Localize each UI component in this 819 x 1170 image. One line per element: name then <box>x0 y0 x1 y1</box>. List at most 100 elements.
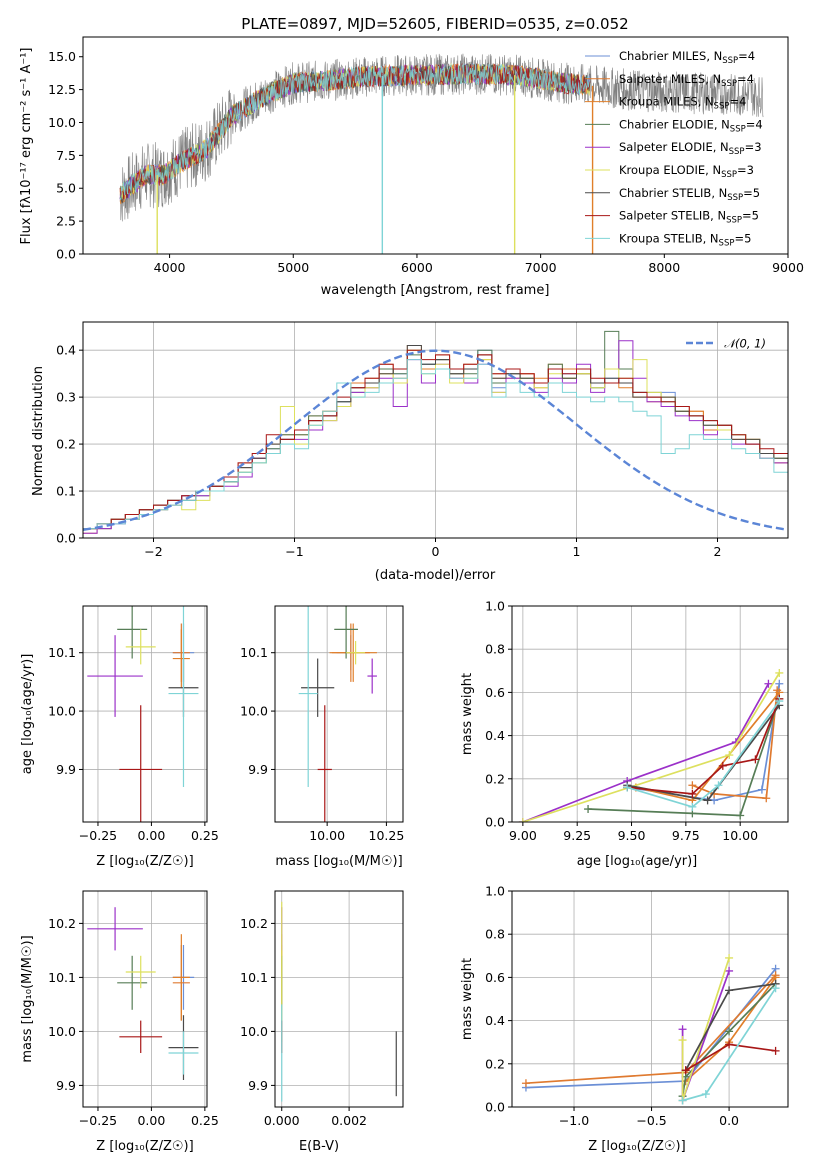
x-tick-label: 5000 <box>277 260 309 275</box>
legend-label-text: Chabrier MILES, N <box>619 49 722 63</box>
y-tick-label: 5.0 <box>56 181 76 196</box>
y-tick-label: 10.0 <box>48 1024 76 1039</box>
mwAge-line-1 <box>692 690 778 800</box>
mass-weight-vs-age-plot: 9.00 9.25 9.50 9.75 10.00 0.0 0.2 0.4 0.6 0.8 1.0 <box>485 599 789 843</box>
legend-label-sub: SSP <box>726 216 742 226</box>
y-tick-label: 0.6 <box>485 685 505 700</box>
y-tick-label: 1.0 <box>485 599 505 614</box>
y-tick-label: 10.1 <box>240 970 268 985</box>
mass-vs-extinction-plot: 0.000 0.002 9.9 10.0 10.1 10.2 <box>240 890 404 1128</box>
x-tick-label: −2 <box>144 544 162 559</box>
legend-label-sub: SSP <box>730 124 746 134</box>
mwZ-marker-4 <box>678 1025 687 1034</box>
mwAge-marker-8 <box>775 697 784 706</box>
residual-ylabel: Normed distribution <box>31 366 46 496</box>
massE-xlabel: E(B-V) <box>299 1139 339 1154</box>
axes-frame <box>511 890 789 1108</box>
x-tick-label: 0.25 <box>191 1113 219 1128</box>
mwZ-line-3 <box>681 983 777 1097</box>
y-tick-label: 0.0 <box>485 815 505 830</box>
y-tick-label: 0.3 <box>56 390 76 405</box>
plot-area <box>87 907 199 1080</box>
spectrum-ylabel-text: Flux [fλ10⁻¹⁷ erg cm⁻² s⁻¹ A⁻¹] <box>19 48 34 245</box>
x-tick-label: 1 <box>573 544 581 559</box>
legend-label-text: Salpeter ELODIE, N <box>619 140 729 154</box>
y-tick-label: 2.5 <box>56 214 76 229</box>
x-tick-label: 0.00 <box>137 828 165 843</box>
mwZ-marker-7 <box>681 1066 690 1075</box>
spectrum-ylabel: Flux [fλ10⁻¹⁷ erg cm⁻² s⁻¹ A⁻¹] <box>19 48 34 245</box>
y-tick-label: 0.0 <box>485 1100 505 1115</box>
legend-label-text: Kroupa STELIB, N <box>619 231 719 245</box>
y-tick-label: 10.1 <box>48 970 76 985</box>
legend-label-0: Chabrier MILES, NSSP=4 <box>619 49 755 66</box>
mwAge-marker-1 <box>762 794 771 803</box>
legend-label-3: Chabrier ELODIE, NSSP=4 <box>619 117 763 134</box>
mass-vs-metallicity-plot: −0.25 0.00 0.25 9.9 10.0 10.1 10.2 <box>48 890 219 1128</box>
legend-label-suffix: =4 <box>737 72 754 86</box>
mwZ-marker-7 <box>725 1040 734 1049</box>
mwZ-marker-5 <box>678 1036 687 1045</box>
y-tick-label: 10.0 <box>240 1024 268 1039</box>
mwZ-marker-8 <box>771 984 780 993</box>
mwAge-line-5 <box>522 672 781 822</box>
plot-area <box>518 668 784 822</box>
legend-label-suffix: =4 <box>746 117 763 131</box>
legend-label-sub: SSP <box>721 170 737 180</box>
mwAge-line-8 <box>626 700 780 808</box>
age-vs-metallicity-plot: −0.25 0.00 0.25 9.9 10.0 10.1 <box>48 605 219 843</box>
x-tick-label: 2 <box>714 544 722 559</box>
x-tick-label: 0 <box>432 544 440 559</box>
y-tick-label: 0.2 <box>485 1056 505 1071</box>
spectrum-title: PLATE=0897, MJD=52605, FIBERID=0535, z=0… <box>241 15 628 33</box>
legend-label-text: Kroupa MILES, N <box>619 95 714 109</box>
mwZ-xlabel: Z [log₁₀(Z/Z☉)] <box>588 1139 685 1154</box>
y-tick-label: 7.5 <box>56 148 76 163</box>
legend-label-text: Salpeter MILES, N <box>619 72 721 86</box>
mass-weight-vs-metallicity-plot: −1.0 −0.5 0.0 0.0 0.2 0.4 0.6 0.8 1.0 <box>485 884 789 1128</box>
massZ-xlabel: Z [log₁₀(Z/Z☉)] <box>96 1139 193 1154</box>
legend-label-suffix: =5 <box>742 209 759 223</box>
y-tick-label: 15.0 <box>48 49 76 64</box>
y-tick-label: 10.2 <box>240 916 268 931</box>
mwAge-marker-7 <box>718 761 727 770</box>
x-tick-label: 0.00 <box>137 1113 165 1128</box>
mwAge-marker-1 <box>688 781 697 790</box>
y-tick-label: 0.4 <box>485 728 505 743</box>
mwAge-marker-0 <box>775 679 784 688</box>
x-tick-label: 9.00 <box>509 828 537 843</box>
legend-label-5: Kroupa ELODIE, NSSP=3 <box>619 163 754 180</box>
gaussian-curve <box>83 349 788 531</box>
legend-label-suffix: =4 <box>738 49 755 63</box>
residual-xlabel: (data-model)/error <box>375 568 496 583</box>
axes-frame <box>82 36 789 255</box>
axes-frame <box>82 605 208 823</box>
x-tick-label: −0.25 <box>79 828 117 843</box>
mwAge-marker-5 <box>725 751 734 760</box>
legend-label-text: Kroupa ELODIE, N <box>619 163 721 177</box>
mwAge-marker-6 <box>703 796 712 805</box>
histogram-7 <box>83 349 788 538</box>
x-tick-label: 0.25 <box>191 828 219 843</box>
legend-label-suffix: =3 <box>737 163 754 177</box>
x-tick-label: −1.0 <box>559 1113 589 1128</box>
legend-label-suffix: =5 <box>743 186 760 200</box>
mwZ-marker-4 <box>725 966 734 975</box>
ageZ-xlabel: Z [log₁₀(Z/Z☉)] <box>96 854 193 869</box>
x-tick-label: 4000 <box>154 260 186 275</box>
legend-label-2: Kroupa MILES, NSSP=4 <box>619 95 746 112</box>
y-tick-label: 0.2 <box>56 437 76 452</box>
y-tick-label: 0.8 <box>485 927 505 942</box>
mwZ-marker-8 <box>701 1090 710 1099</box>
y-tick-label: 0.0 <box>56 247 76 262</box>
y-tick-label: 9.9 <box>56 762 76 777</box>
y-tick-label: 10.1 <box>48 645 76 660</box>
y-tick-label: 10.0 <box>48 704 76 719</box>
y-tick-label: 10.0 <box>48 115 76 130</box>
x-tick-label: 10.25 <box>369 828 405 843</box>
mwAge-marker-3 <box>736 811 745 820</box>
legend-label-sub: SSP <box>714 102 730 112</box>
legend-label-4: Salpeter ELODIE, NSSP=3 <box>619 140 762 157</box>
x-tick-label: 9000 <box>772 260 804 275</box>
